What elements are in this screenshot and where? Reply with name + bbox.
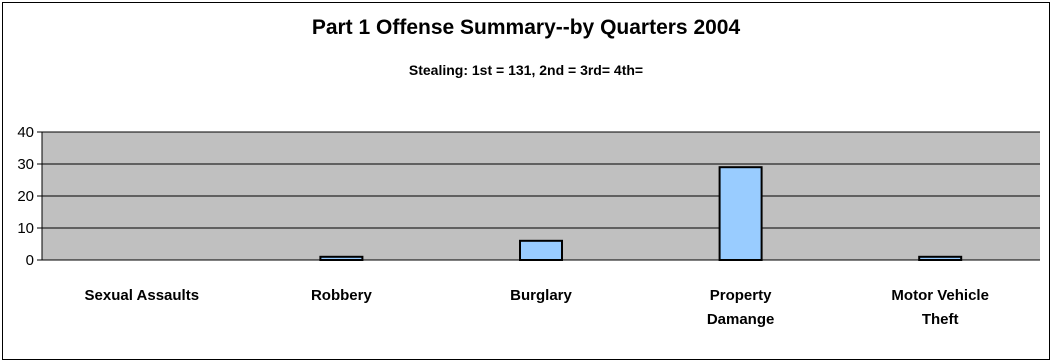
y-axis: 0 10 20 30 40	[17, 124, 43, 269]
bar	[718, 166, 763, 261]
y-tick-label: 30	[17, 156, 34, 173]
category-label: Sexual Assaults	[85, 287, 200, 304]
bar	[918, 255, 963, 261]
chart-subtitle: Stealing: 1st = 131, 2nd = 3rd= 4th=	[408, 62, 644, 78]
y-tick-label: 0	[26, 252, 34, 269]
chart-title: Part 1 Offense Summary--by Quarters 2004	[311, 16, 741, 39]
category-label: Robbery	[311, 287, 373, 304]
bar	[319, 255, 364, 261]
category-label: Motor Vehicle Theft	[891, 287, 989, 328]
y-tick-label: 20	[17, 188, 34, 205]
x-axis-labels: Sexual Assaults Robbery Burglary Property Da…	[85, 287, 989, 328]
bars	[319, 166, 963, 262]
bar	[519, 239, 563, 262]
category-label: Property Damange	[707, 287, 775, 328]
category-label: Burglary	[510, 287, 572, 304]
y-tick-label: 40	[17, 124, 34, 141]
y-tick-label: 10	[17, 220, 34, 237]
